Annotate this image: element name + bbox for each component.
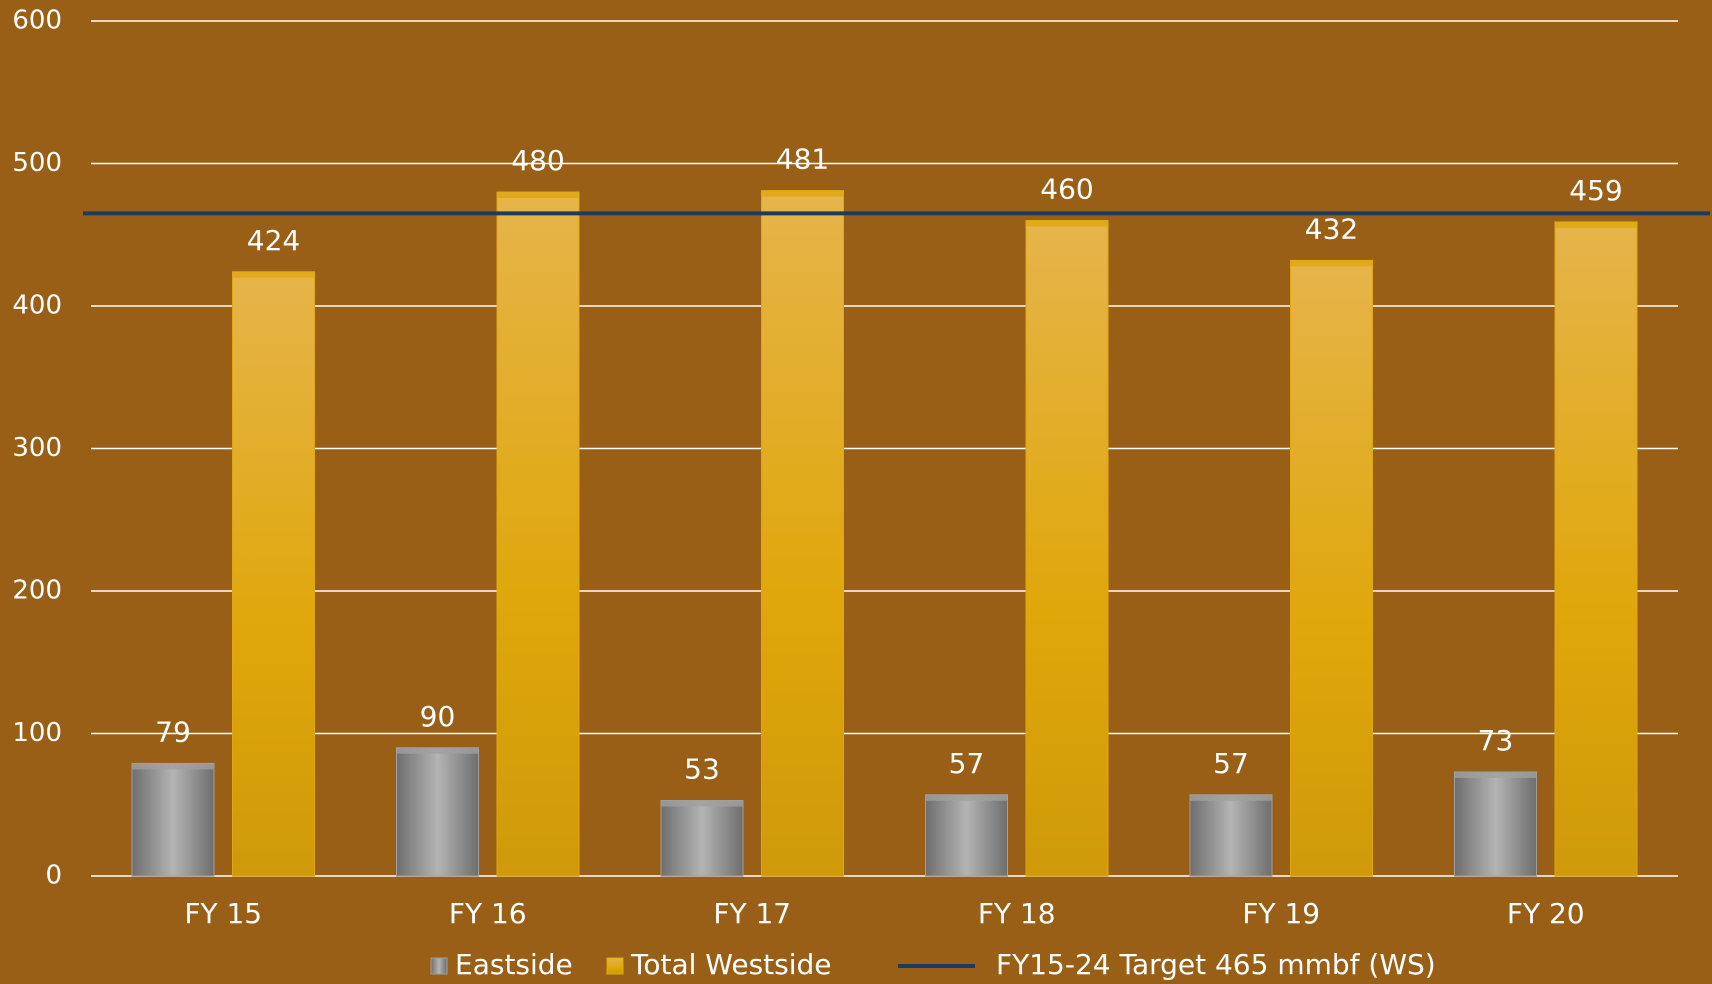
bar [496,191,580,877]
x-tick-label: FY 18 [978,897,1056,930]
y-tick-label: 0 [45,861,62,891]
value-label: 480 [511,144,564,177]
bar [131,762,215,877]
bar-cap [396,747,479,754]
bar-cap [761,190,844,197]
legend-label: FY15-24 Target 465 mmbf (WS) [996,948,1436,981]
value-label: 481 [776,143,829,176]
bar-cap [1454,771,1537,778]
legend-label: Total Westside [630,948,832,981]
x-tick-label: FY 17 [713,897,791,930]
bar-cap [131,763,214,770]
legend-marker [606,957,624,975]
x-tick-label: FY 16 [449,897,527,930]
y-tick-label: 200 [12,576,62,606]
value-label: 459 [1569,174,1622,207]
value-label: 79 [155,715,191,748]
value-label: 460 [1040,173,1093,206]
bar-cap [1290,260,1373,267]
bar [761,190,845,877]
bar-cap [660,800,743,807]
bar [1453,771,1537,877]
legend-marker [430,957,448,975]
bar [395,747,479,877]
value-label: 53 [684,752,720,785]
bar-cap [1026,220,1109,227]
x-tick-label: FY 20 [1507,897,1585,930]
bar [924,794,1008,877]
value-label: 90 [420,700,456,733]
x-tick-label: FY 19 [1242,897,1320,930]
legend-label: Eastside [455,948,573,981]
bar-cap [1189,794,1272,801]
value-label: 57 [1213,747,1249,780]
bar [1189,794,1273,877]
bar [660,799,744,877]
bar [1290,259,1374,877]
x-tick-label: FY 15 [184,897,262,930]
y-tick-label: 600 [12,6,62,36]
value-label: 57 [949,747,985,780]
y-tick-label: 300 [12,433,62,463]
bar-cap [1555,221,1638,228]
bar [1025,220,1109,877]
value-label: 424 [247,224,300,257]
y-tick-label: 500 [12,148,62,178]
bar [1554,221,1638,877]
bar-cap [925,794,1008,801]
value-label: 73 [1478,724,1514,757]
y-tick-label: 400 [12,291,62,321]
bar-cap [497,192,580,198]
bar [232,271,316,877]
bar-cap [232,271,315,278]
value-label: 432 [1305,212,1358,245]
y-tick-label: 100 [12,718,62,748]
